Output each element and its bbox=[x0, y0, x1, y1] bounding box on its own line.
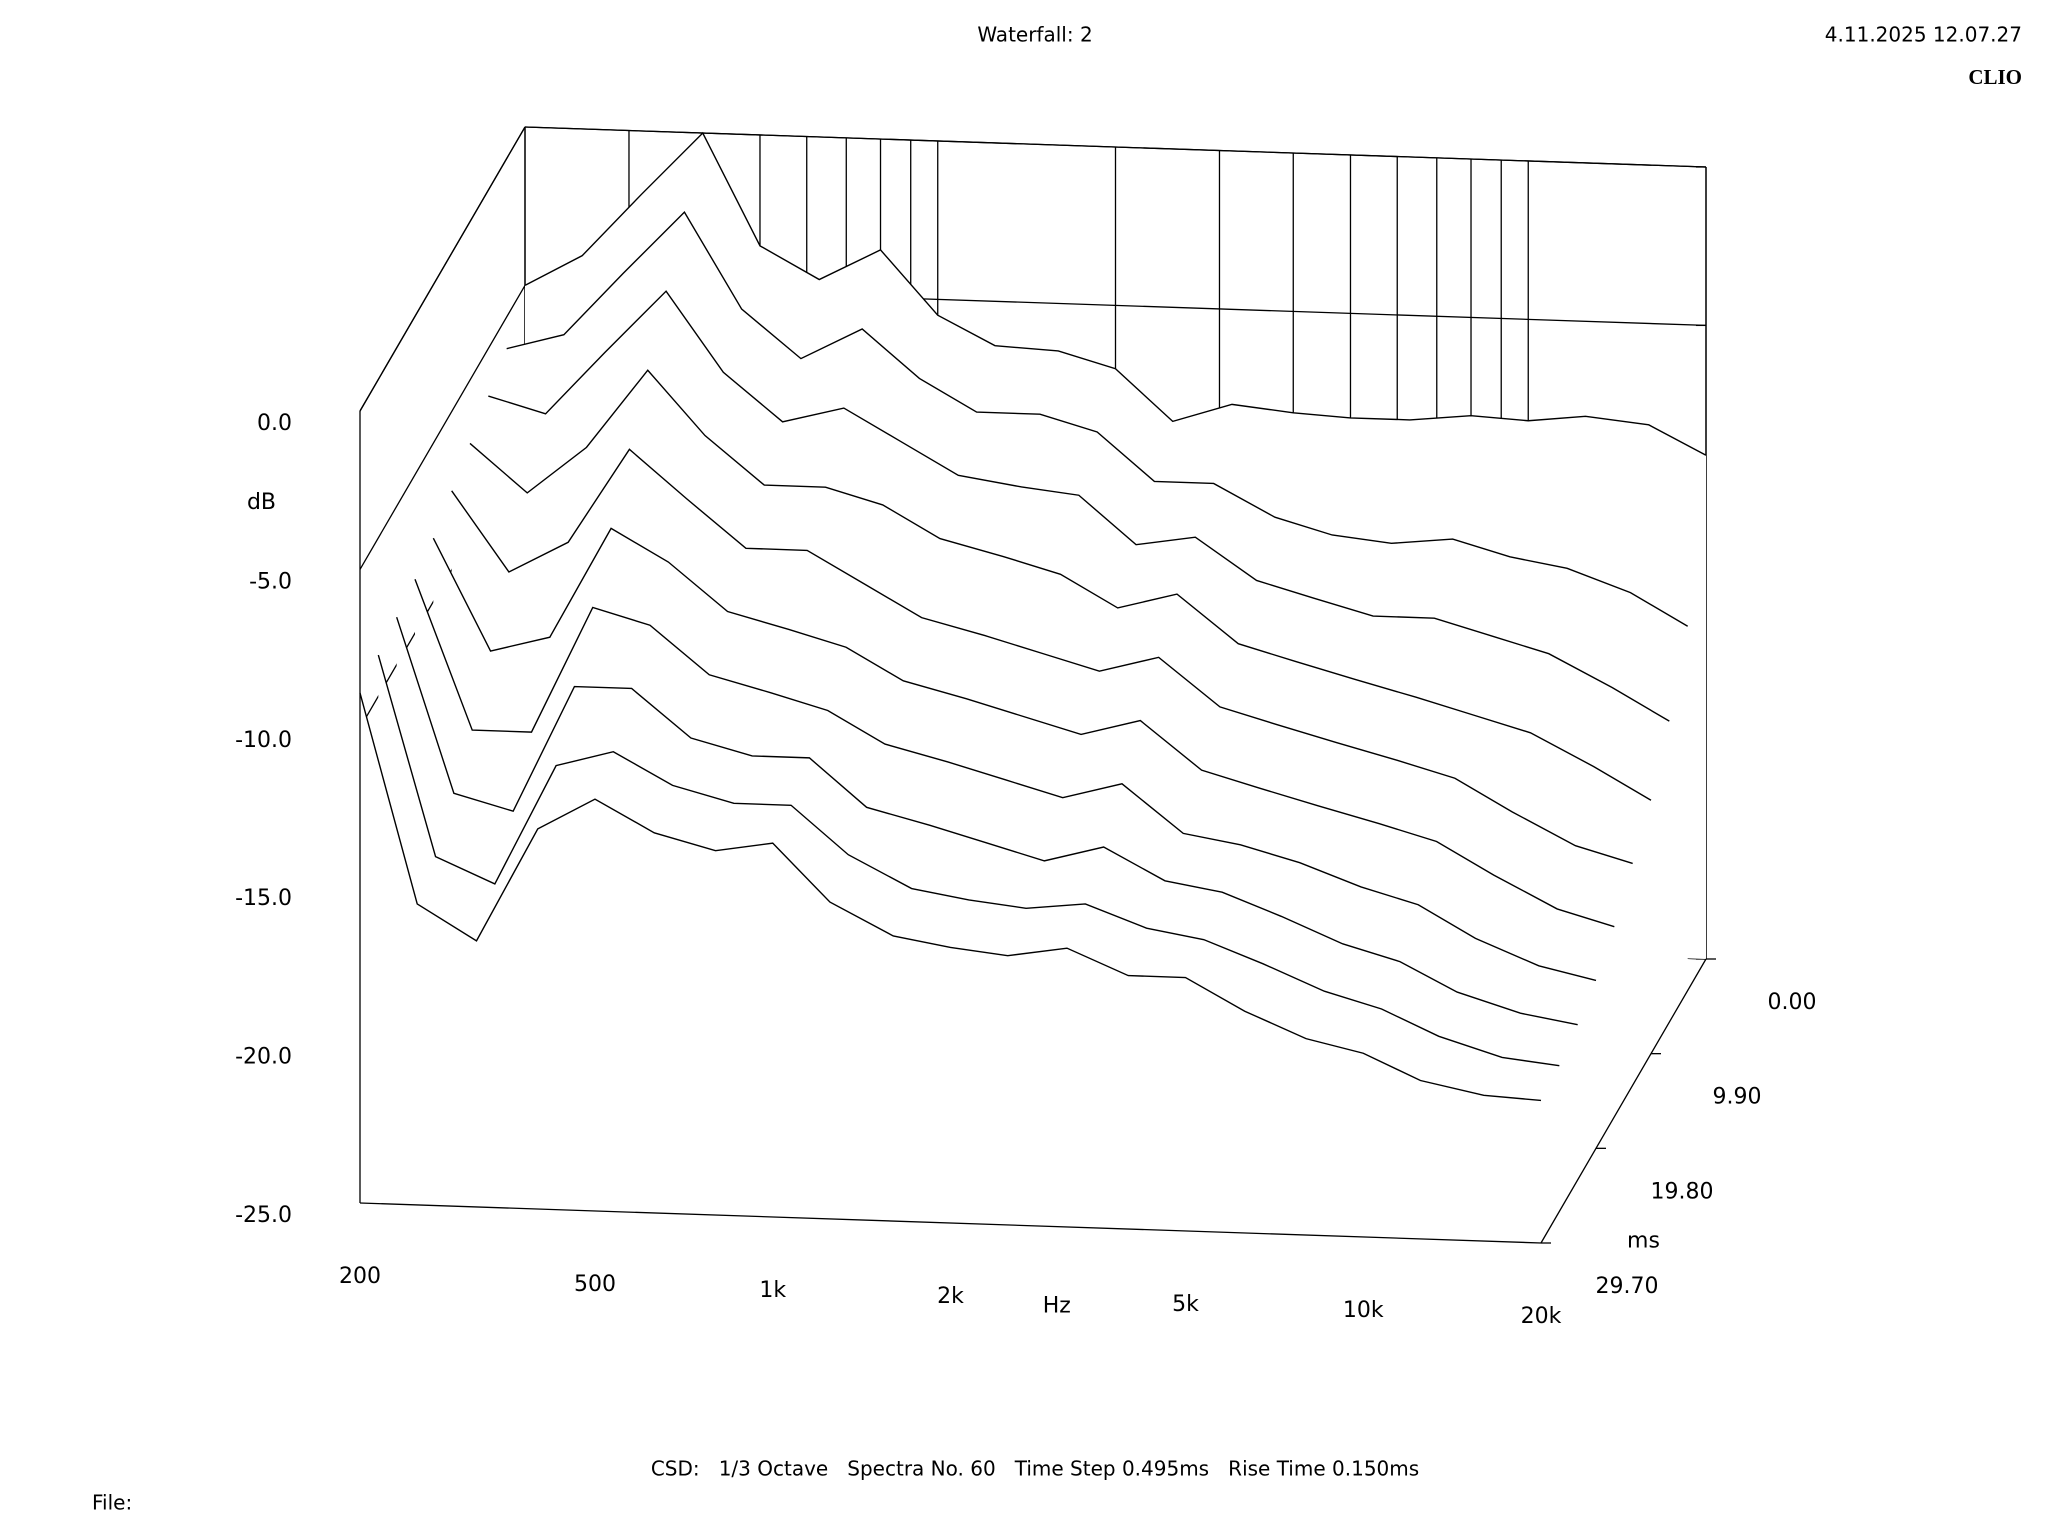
spectrum-line bbox=[377, 654, 1560, 1067]
file-label: File: bbox=[92, 1491, 132, 1515]
spectrum-line bbox=[414, 579, 1597, 982]
y-tick-label: -20.0 bbox=[235, 1045, 292, 1070]
wall-grid-line bbox=[359, 285, 526, 570]
z-tick-label: 0.00 bbox=[1768, 990, 1817, 1015]
slice-fill bbox=[360, 692, 1541, 1243]
chart-title: Waterfall: 2 bbox=[977, 23, 1092, 47]
frame-edge bbox=[1540, 958, 1707, 1244]
spectrum-line bbox=[359, 692, 1542, 1102]
y-tick-label: -10.0 bbox=[235, 728, 292, 753]
y-axis-label: dB bbox=[247, 490, 276, 515]
x-tick-label: 10k bbox=[1343, 1298, 1384, 1323]
z-tick-label: 29.70 bbox=[1596, 1274, 1659, 1299]
z-tick-label: 19.80 bbox=[1651, 1179, 1714, 1204]
spectrum-line bbox=[451, 448, 1633, 865]
x-tick-label: 500 bbox=[574, 1272, 616, 1297]
x-tick-label: 2k bbox=[937, 1284, 964, 1309]
timestamp: 4.11.2025 12.07.27 bbox=[1825, 23, 2022, 47]
spectrum-line bbox=[506, 210, 1689, 627]
y-tick-label: -5.0 bbox=[249, 569, 292, 594]
x-tick-label: 5k bbox=[1172, 1292, 1199, 1317]
spectrum-line bbox=[488, 290, 1670, 722]
z-axis-label: ms bbox=[1627, 1229, 1660, 1254]
x-tick-label: 200 bbox=[339, 1264, 381, 1289]
spectrum-line bbox=[469, 369, 1652, 801]
y-tick-label: 0.0 bbox=[257, 411, 292, 436]
spectrum-line bbox=[524, 131, 1707, 456]
footer: CSD: 1/3 Octave Spectra No. 60 Time Step… bbox=[651, 1457, 1419, 1481]
x-tick-label: 1k bbox=[759, 1278, 786, 1303]
wall-grid-line bbox=[359, 126, 526, 412]
x-tick-label: 20k bbox=[1521, 1304, 1562, 1329]
spectrum-line bbox=[396, 616, 1578, 1026]
x-axis-label: Hz bbox=[1043, 1294, 1071, 1319]
z-tick-label: 9.90 bbox=[1713, 1085, 1762, 1110]
frame-edge bbox=[359, 1202, 1542, 1244]
brand: CLIO bbox=[1968, 65, 2022, 89]
y-tick-label: -25.0 bbox=[235, 1203, 292, 1228]
spectrum-line bbox=[432, 527, 1615, 928]
y-tick-label: -15.0 bbox=[235, 886, 292, 911]
